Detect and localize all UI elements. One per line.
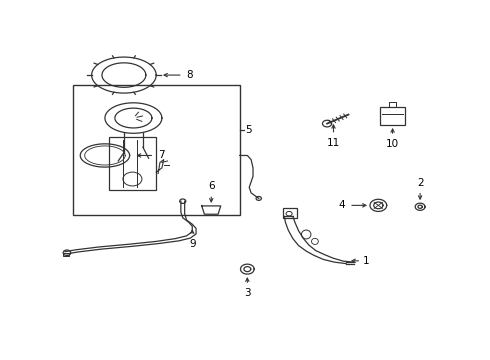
Text: 5: 5: [245, 125, 252, 135]
Text: 10: 10: [386, 139, 399, 149]
Bar: [283, 208, 297, 218]
Bar: [109, 138, 156, 190]
Text: 8: 8: [187, 70, 193, 80]
Bar: [73, 85, 240, 215]
Text: 11: 11: [327, 138, 340, 148]
Text: 3: 3: [244, 288, 251, 298]
Text: 4: 4: [339, 201, 345, 210]
Bar: [63, 253, 69, 256]
Text: 2: 2: [417, 178, 423, 188]
Polygon shape: [202, 206, 220, 214]
Text: 6: 6: [208, 181, 215, 191]
Text: 1: 1: [363, 256, 370, 266]
Text: 7: 7: [158, 150, 165, 161]
Text: 9: 9: [189, 239, 196, 249]
Bar: [380, 107, 405, 125]
